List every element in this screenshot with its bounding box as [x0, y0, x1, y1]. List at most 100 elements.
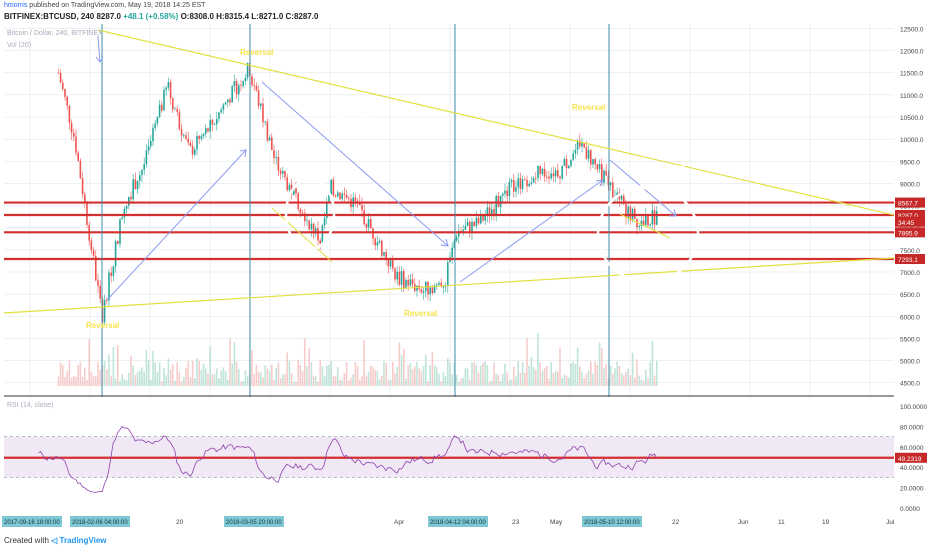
volume-bar — [90, 372, 93, 386]
volume-bar — [290, 373, 293, 386]
rsi-label-bg — [895, 452, 927, 463]
candle-body — [576, 140, 579, 150]
rsi-tick-4: 20.0000 — [900, 486, 924, 493]
candle-body — [182, 135, 185, 137]
time-tick-7: Jun — [738, 519, 749, 526]
volume-bar — [420, 371, 423, 386]
candle-body — [468, 222, 471, 233]
volume-bar — [647, 378, 649, 386]
rsi-note-2-line-3: on bounce — [304, 419, 342, 428]
time-tick-4: May — [550, 519, 563, 526]
volume-bar — [471, 362, 473, 386]
rsi-tick-5: 0.0000 — [900, 506, 920, 513]
annotations: Reversal Reversal Reversal Reversal Bear… — [86, 48, 685, 330]
volume-bar — [130, 355, 132, 386]
volume-bar — [493, 362, 495, 386]
volume-bar — [512, 366, 515, 386]
volume-bar — [587, 370, 590, 386]
volume-bar — [548, 379, 550, 386]
local-trendline-1 — [271, 207, 333, 263]
volume-bar — [174, 380, 176, 386]
volume-bar — [523, 372, 526, 386]
candle-body — [218, 112, 220, 120]
candle-body — [246, 63, 249, 78]
created-with-label: Created with — [4, 536, 49, 545]
candle-body — [79, 160, 82, 179]
volume-bar — [609, 365, 612, 386]
candle-body — [176, 108, 178, 112]
volume-bar — [596, 364, 599, 386]
candle-body — [224, 102, 227, 105]
candle-body — [328, 194, 330, 204]
price-label-bg-1 — [895, 210, 925, 221]
candle-body — [156, 116, 159, 124]
price-tick-11: 7000.0 — [900, 270, 920, 277]
candle-body — [554, 170, 557, 177]
candle-body — [510, 180, 513, 182]
volume-bar — [416, 361, 418, 386]
tradingview-brand[interactable]: TradingView — [59, 536, 107, 545]
candle-body — [174, 108, 176, 110]
volume-bar — [127, 372, 130, 386]
candle-body — [116, 241, 119, 244]
volume-bar — [345, 361, 348, 386]
time-tick-2: Apr — [394, 519, 405, 526]
volume-bar — [112, 346, 115, 386]
symbol[interactable]: BITFINEX:BTCUSD, 240 — [4, 12, 95, 21]
volume-bar — [156, 371, 159, 386]
candle-body — [398, 271, 401, 285]
upper-trendline — [97, 29, 895, 216]
rsi-pane-bg — [4, 397, 894, 514]
author-link[interactable]: hmorris — [4, 2, 28, 9]
chart-canvas[interactable]: Reversal Reversal Reversal Reversal Bear… — [0, 0, 932, 530]
volume-bar — [350, 377, 352, 386]
candle-body — [211, 119, 214, 125]
candle-body — [312, 223, 315, 234]
candle-body — [512, 180, 515, 192]
candle-body — [427, 281, 429, 295]
candle-body — [303, 213, 306, 221]
volume-bar — [75, 376, 77, 386]
candle-body — [499, 195, 502, 208]
candle-body — [262, 103, 264, 123]
candle-body — [471, 221, 473, 233]
candle-body — [473, 221, 475, 227]
volume-bar — [631, 352, 634, 386]
volume-bar — [79, 361, 82, 386]
candle-body — [622, 195, 625, 205]
candle-body — [70, 122, 73, 133]
price-axis[interactable]: 12500.0 12000.0 11500.0 11000.0 10500.0 10000… — [894, 24, 932, 514]
volume-bar — [515, 376, 517, 386]
volume-bar — [253, 374, 255, 386]
instrument-legend: Bitcoin / Dollar, 240, BITFINEX — [7, 30, 103, 37]
rsi-axis[interactable]: 100.0000 80.0000 60.0000 40.0000 20.0000 0.00… — [895, 404, 927, 513]
candle-body — [636, 218, 638, 228]
volume-bar — [411, 369, 414, 386]
volume-bar — [347, 380, 350, 386]
volume-bar — [154, 362, 156, 386]
footer-text: Created with ◁ TradingView — [4, 536, 107, 545]
time-axis[interactable]: 1220Apr23May1422Jun1119Jul2017-09-16 18:… — [0, 514, 932, 530]
volume-bar — [185, 368, 187, 386]
candle-body — [376, 242, 379, 246]
candle-body — [284, 171, 286, 178]
volume-bar — [354, 362, 357, 386]
volume-bar — [622, 375, 625, 386]
candle-body — [475, 217, 478, 227]
candle-body — [374, 238, 376, 246]
volume-bar — [339, 379, 341, 386]
volume-bar — [567, 377, 570, 386]
candle-body — [94, 255, 97, 281]
volume-bar — [152, 350, 154, 386]
candle-body — [442, 286, 445, 288]
candle-body — [545, 176, 548, 178]
rsi-note-4-line-1: RSI going under 30 — [620, 403, 688, 412]
volume-bar — [308, 348, 310, 386]
volume-bar — [383, 361, 385, 386]
publish-info: published on TradingView.com, May 19, 20… — [29, 2, 206, 9]
candle-body — [539, 165, 541, 174]
volume-bar — [528, 365, 530, 386]
reversal-4: Reversal — [572, 103, 605, 112]
volume-bar — [385, 362, 387, 386]
candle-body — [273, 149, 275, 159]
